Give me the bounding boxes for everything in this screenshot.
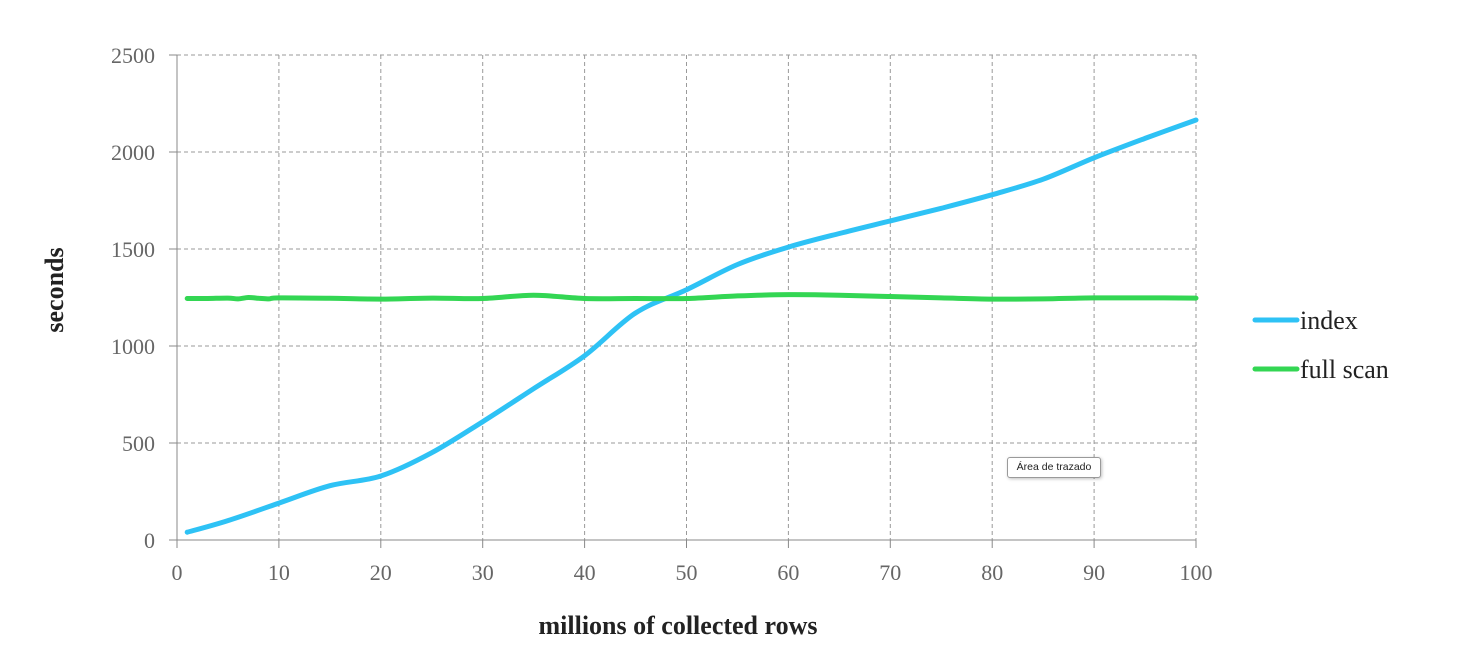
x-tick-label: 70: [879, 560, 901, 585]
gridlines: [177, 54, 1197, 540]
y-tick-label: 0: [144, 528, 155, 553]
axes: [169, 54, 1197, 548]
x-tick-labels: 0 10 20 30 40 50 60 70 80 90 100: [172, 560, 1213, 585]
series-lines: [184, 117, 1199, 535]
x-tick-label: 90: [1083, 560, 1105, 585]
x-tick-label: 50: [676, 560, 698, 585]
y-tick-label: 500: [122, 431, 155, 456]
y-tick-label: 2500: [111, 43, 155, 68]
legend-label-index: index: [1300, 306, 1358, 335]
x-axis-title: millions of collected rows: [539, 611, 818, 640]
x-tick-label: 40: [574, 560, 596, 585]
series-line-index[interactable]: [184, 117, 1199, 535]
y-tick-label: 2000: [111, 140, 155, 165]
plot-area-tooltip: Área de trazado: [1007, 457, 1101, 478]
x-tick-label: 0: [172, 560, 183, 585]
x-tick-label: 10: [268, 560, 290, 585]
x-tick-label: 100: [1180, 560, 1213, 585]
x-tick-label: 30: [472, 560, 494, 585]
y-axis-title: seconds: [40, 247, 69, 332]
legend: index full scan: [1252, 306, 1389, 384]
legend-label-full-scan: full scan: [1300, 355, 1389, 384]
y-tick-label: 1500: [111, 237, 155, 262]
y-tick-label: 1000: [111, 334, 155, 359]
y-tick-labels: 0 500 1000 1500 2000 2500: [111, 43, 155, 553]
x-tick-label: 20: [370, 560, 392, 585]
series-line-full-scan[interactable]: [184, 292, 1199, 302]
x-tick-label: 80: [981, 560, 1003, 585]
x-tick-label: 60: [777, 560, 799, 585]
